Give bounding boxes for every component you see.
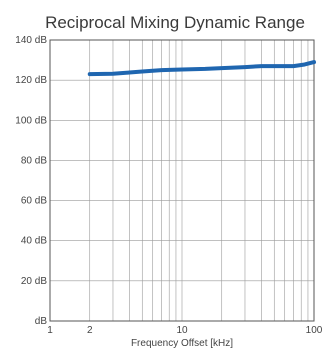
y-tick-label: 80 dB — [21, 155, 47, 166]
x-tick-label: 2 — [87, 325, 93, 336]
x-tick-labels: 1 2 10 100 — [47, 325, 322, 336]
y-tick-label: 40 dB — [21, 236, 47, 247]
x-axis-label: Frequency Offset [kHz] — [131, 338, 233, 349]
series-lines — [87, 60, 316, 77]
plot-frame — [49, 39, 315, 322]
x-tick-label: 100 — [306, 325, 322, 336]
y-tick-label: 20 dB — [21, 276, 47, 287]
y-tick-labels: dB 20 dB 40 dB 60 dB 80 dB 100 dB 120 dB 140 dB — [15, 35, 47, 327]
x-tick-label: 1 — [47, 325, 53, 336]
y-tick-label: 100 dB — [15, 115, 47, 126]
y-gridlines — [50, 79, 314, 282]
y-tick-label: 60 dB — [21, 196, 47, 207]
chart-title: Reciprocal Mixing Dynamic Range — [45, 13, 305, 32]
y-tick-label: dB — [35, 316, 48, 327]
y-tick-label: 140 dB — [15, 35, 47, 46]
y-tick-label: 120 dB — [15, 75, 47, 86]
x-tick-label: 10 — [176, 325, 188, 336]
x-gridlines — [89, 40, 309, 321]
series-line — [87, 60, 316, 77]
